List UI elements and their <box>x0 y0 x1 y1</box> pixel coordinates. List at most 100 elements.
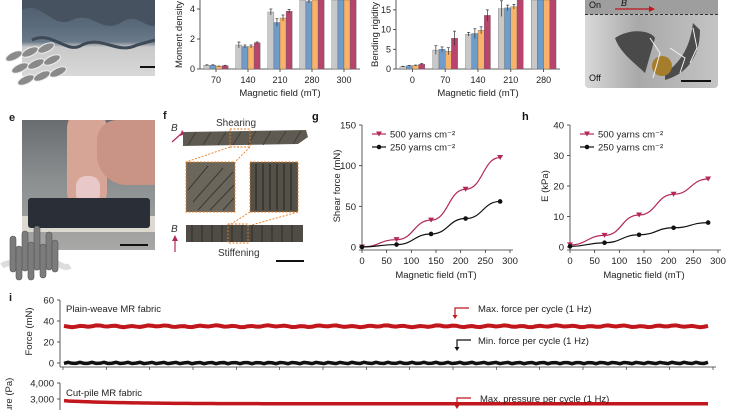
data-point <box>601 232 608 238</box>
x-tick-label: 210 <box>272 75 287 85</box>
bar <box>510 6 518 70</box>
x-tick-label: 200 <box>661 256 677 267</box>
min-force-label: Min. force per cycle (1 Hz) <box>478 336 589 347</box>
bar <box>215 66 223 70</box>
y-tick-label: 3,000 <box>30 395 54 406</box>
chart-h-modulus: h 0 10 20 30 40 0 50 100 150 200 250 300 Magnetic fie… <box>522 111 726 280</box>
bar <box>498 8 505 70</box>
data-point <box>359 244 365 250</box>
bar <box>235 44 243 70</box>
bar <box>471 33 479 70</box>
y-tick-label: 50 <box>345 202 356 213</box>
bar <box>209 65 217 70</box>
bar <box>438 49 446 70</box>
y-tick-label: 60 <box>43 296 54 307</box>
chart-i-cyclic-test: 0 20 40 60 Force (mN) Plain-weave MR fabric Ma… <box>4 296 716 410</box>
y-tick-label: 30 <box>553 151 564 162</box>
x-tick-label: 70 <box>440 75 450 85</box>
y-tick-label: 10 <box>381 25 391 35</box>
panel-letter-h: h <box>522 111 529 123</box>
x-tick-label: 140 <box>470 75 485 85</box>
bar <box>537 0 544 70</box>
bar <box>305 1 313 70</box>
x-axis-title: Magnetic field (mT) <box>437 88 518 99</box>
x-tick-label: 200 <box>453 256 469 267</box>
x-tick-label: 150 <box>428 256 444 267</box>
x-tick-label: 140 <box>240 75 255 85</box>
max-pressure-trace <box>63 398 708 406</box>
annotation-label-bottom: Cut-pile MR fabric <box>66 388 142 399</box>
y-tick-label: 2 <box>190 34 195 44</box>
x-tick-label: 150 <box>636 256 652 267</box>
x-axis-title: Magnetic field (mT) <box>239 88 320 99</box>
y-tick-label: 0 <box>559 243 564 254</box>
bar <box>221 65 229 70</box>
bar <box>530 0 538 70</box>
bar <box>279 17 287 70</box>
bar <box>412 65 419 70</box>
bar <box>343 0 351 70</box>
off-label: Off <box>589 73 601 83</box>
data-point <box>636 212 643 218</box>
x-tick-label: 50 <box>381 256 392 267</box>
max-force-arrow-icon-head <box>452 315 458 319</box>
cut-pile-schematic-icon <box>0 226 72 281</box>
y-axis-title: Moment density <box>174 1 185 68</box>
x-tick-label: 100 <box>403 256 419 267</box>
bar <box>543 0 550 70</box>
bar <box>337 0 345 70</box>
scale-bar <box>681 80 711 82</box>
shearing-stiffening-illustration <box>171 128 308 262</box>
bar <box>253 42 261 70</box>
legend-label: 250 yarns cm⁻² <box>598 143 663 154</box>
y-tick-label: 5 <box>386 44 391 54</box>
bar <box>311 0 319 70</box>
y-tick-label: 0 <box>351 243 356 254</box>
field-b-label-bottom: B <box>171 224 178 235</box>
legend-label: 500 yarns cm⁻² <box>390 130 455 141</box>
y-tick-label: 4,000 <box>30 379 54 390</box>
y-tick-label: 150 <box>340 121 356 132</box>
max-force-label: Max. force per cycle (1 Hz) <box>478 304 592 315</box>
y-axis-title: Force (mN) <box>24 307 35 355</box>
on-label: On <box>589 0 602 10</box>
data-point <box>670 191 677 197</box>
legend-marker <box>376 131 382 137</box>
data-point <box>497 155 504 161</box>
data-point <box>705 176 712 182</box>
bar <box>331 0 339 70</box>
min-force-arrow-icon <box>456 339 471 348</box>
data-point <box>705 220 711 225</box>
x-tick-label: 0 <box>567 256 572 267</box>
y-tick-label: 0 <box>386 64 391 74</box>
x-tick-label: 70 <box>211 75 221 85</box>
y-tick-label: 20 <box>43 338 54 349</box>
gripper-object-illustration <box>615 23 700 80</box>
shearing-label: Shearing <box>216 118 257 129</box>
field-arrow-icon <box>615 6 655 12</box>
bar <box>299 0 307 70</box>
bar <box>516 0 524 70</box>
legend-marker <box>584 144 590 150</box>
panel-letter-e: e <box>9 112 16 124</box>
stiffening-label: Stiffening <box>218 248 260 259</box>
bar <box>267 11 275 70</box>
x-tick-label: 300 <box>710 256 726 267</box>
data-point <box>428 217 435 223</box>
x-tick-label: 250 <box>685 256 701 267</box>
y-tick-label: 0 <box>49 359 54 370</box>
y-axis-title-bottom: Pressure (Pa) <box>4 378 15 410</box>
y-tick-label: 4 <box>190 4 195 14</box>
x-tick-label: 300 <box>502 256 518 267</box>
y-axis-title: E (kPa) <box>540 170 551 202</box>
x-axis-title: Magnetic field (mT) <box>603 270 684 280</box>
data-point <box>462 186 469 192</box>
field-arrow-icon <box>171 132 183 143</box>
bar <box>477 30 485 70</box>
x-axis-title: Magnetic field (mT) <box>395 270 476 280</box>
data-point <box>602 240 607 246</box>
data-point <box>497 199 503 204</box>
bar <box>285 11 293 70</box>
max-pressure-label: Max. pressure per cycle (1 Hz) <box>480 394 609 405</box>
x-tick-label: 280 <box>304 75 319 85</box>
